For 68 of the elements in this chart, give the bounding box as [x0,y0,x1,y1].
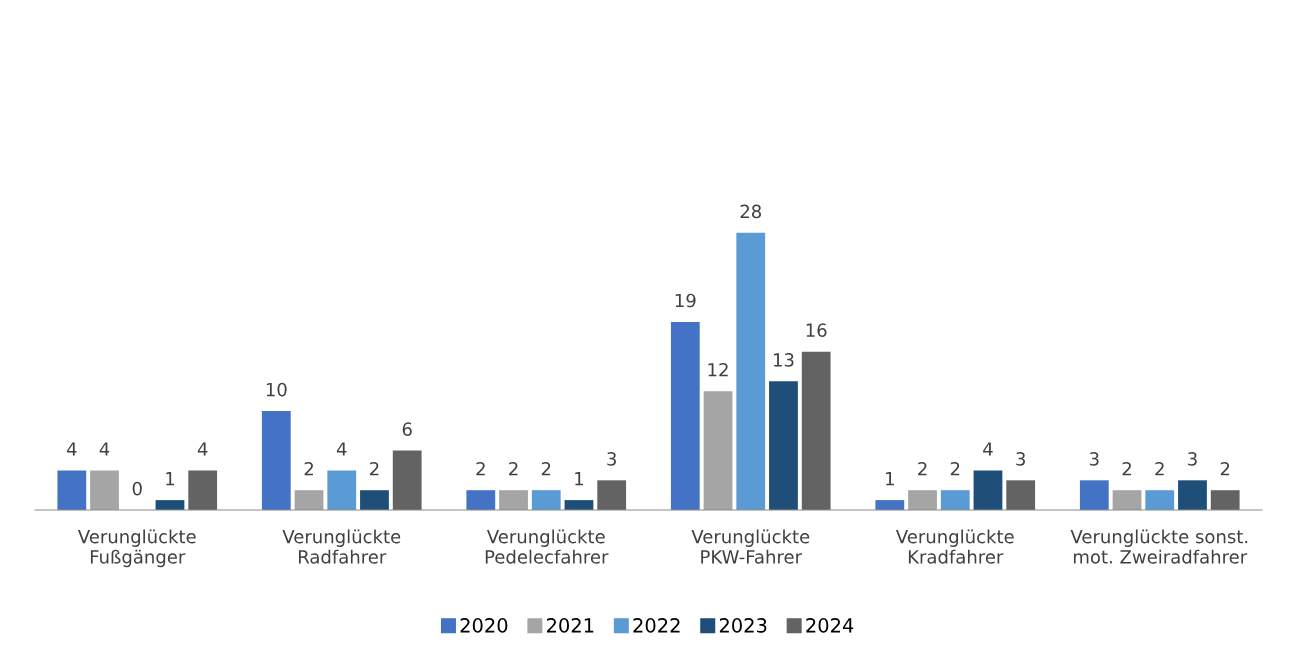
data-label: 4 [99,442,110,456]
x-tick-label: Verunglückte Radfahrer [282,529,401,564]
bar [294,490,324,510]
x-tick-label: Verunglückte Pedelecfahrer [485,529,609,564]
x-tick-label: Verunglückte PKW-Fahrer [691,529,810,564]
x-tick-label: Verunglückte Kradfahrer [895,529,1014,564]
bar [670,321,700,510]
data-label: 2 [950,461,960,476]
data-label: 12 [708,362,728,377]
bar [392,450,422,510]
data-label: 4 [336,442,347,456]
data-label: 13 [773,353,794,367]
data-label: 3 [607,452,616,466]
bar [736,232,766,510]
data-label: 19 [675,293,696,308]
data-label: 2 [476,461,485,476]
data-label: 2 [1220,461,1230,476]
legend-label: 2020 [460,618,508,633]
bar [801,351,831,510]
bar [703,391,733,510]
legend-label: 2021 [547,618,594,633]
bar [875,500,905,510]
bar [466,490,496,510]
data-label: 2 [304,461,313,476]
data-label: 4 [66,442,77,456]
data-label: 2 [509,461,518,476]
data-label: 3 [1188,452,1197,466]
bar [1145,490,1175,510]
bar [90,470,119,510]
x-tick-label: Verunglückte Fußgänger [77,529,196,568]
bar [1079,480,1109,510]
x-tick-label: Verunglückte sonst. mot. Zweiradfahrer [1070,529,1248,564]
data-label: 0 [132,481,142,496]
bar [188,470,218,510]
data-label: 2 [918,461,927,476]
bar [973,470,1003,510]
data-label: 28 [740,204,761,219]
data-label: 6 [402,422,412,436]
data-label: 1 [886,472,894,486]
data-label: 2 [541,461,551,476]
bar [531,490,561,510]
bar [1112,490,1142,510]
data-label: 1 [166,472,175,486]
bar [360,490,389,510]
data-label: 2 [1155,461,1164,476]
bar [261,411,291,510]
data-label: 4 [197,442,208,456]
data-label: 2 [1122,461,1131,476]
legend-label: 2023 [719,618,767,633]
data-label: 3 [1089,452,1099,466]
bar [1210,490,1240,510]
bar [327,470,357,510]
data-label: 10 [266,382,287,397]
data-label: 3 [1016,452,1025,466]
data-label: 4 [983,442,993,456]
data-label: 2 [370,461,379,476]
bar [1178,480,1207,510]
bar [1006,480,1036,510]
bar [908,490,937,510]
bar [597,480,627,510]
bar [57,470,87,510]
bar [499,490,528,510]
legend-label: 2024 [806,618,854,633]
data-label: 1 [575,472,584,486]
bar [940,490,970,510]
bar [769,381,798,510]
legend-label: 2022 [633,618,680,633]
data-label: 16 [806,323,827,338]
